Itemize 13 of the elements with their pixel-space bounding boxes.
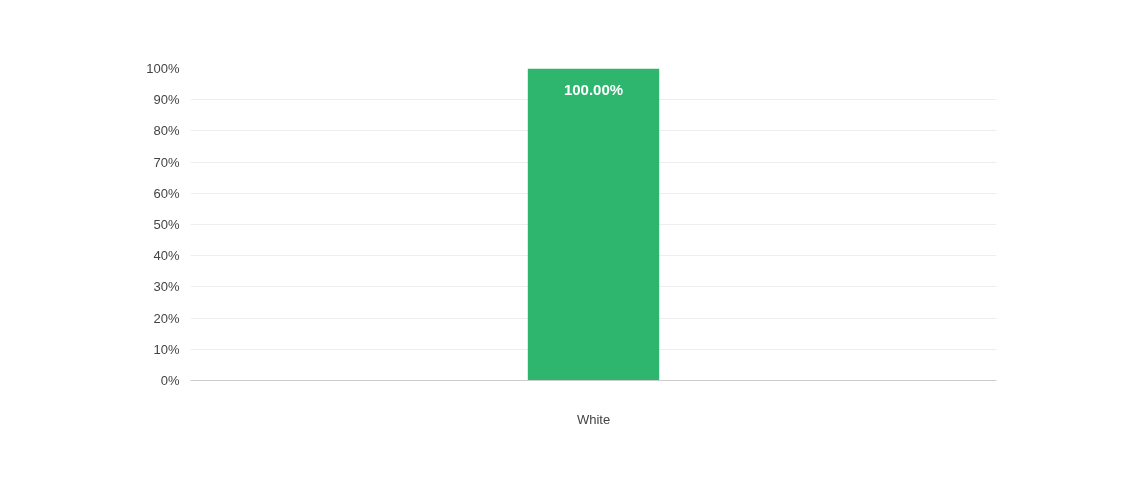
y-tick-label: 60% (153, 185, 180, 201)
y-tick-label: 0% (160, 373, 180, 388)
y-tick-label: 90% (153, 92, 180, 108)
y-tick-label: 80% (153, 123, 180, 139)
y-tick-label: 50% (153, 217, 180, 232)
x-tick-label: White (576, 411, 611, 427)
y-tick-label: 20% (153, 310, 180, 326)
y-tick-label: 10% (153, 341, 180, 357)
y-tick-label: 100% (146, 61, 180, 76)
y-tick-label: 70% (153, 154, 180, 170)
y-tick-label: 30% (153, 279, 180, 295)
data-label: 100.00% (563, 80, 624, 98)
y-tick-label: 40% (153, 248, 180, 264)
